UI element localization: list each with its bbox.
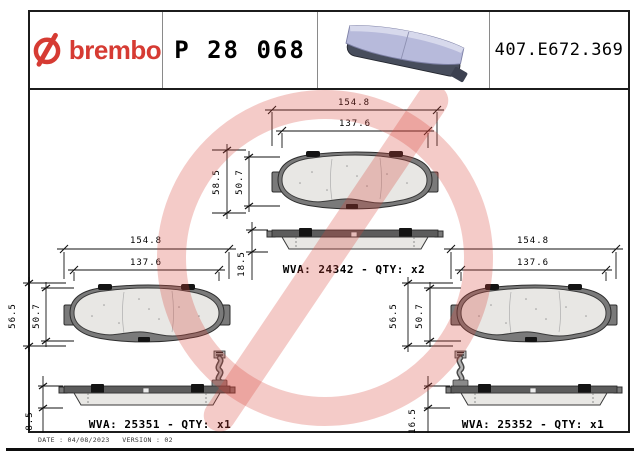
dim-text: 137.6	[339, 119, 371, 129]
drawing-top: 154.8 137.6 58.5	[212, 98, 444, 280]
dim-text: 56.5	[389, 303, 399, 329]
part-number-cell: P 28 068	[163, 12, 318, 88]
dim-overall-width: 154.8	[57, 236, 236, 279]
brake-pad-3d-icon	[345, 25, 467, 83]
dim-text: 50.7	[235, 169, 245, 195]
sheet-frame: brembo P 28 068 407.E672.369	[28, 10, 630, 433]
dim-overall-width: 154.8	[444, 236, 623, 279]
dim-thickness: 16.5	[408, 376, 450, 434]
wva-label: WVA: 25352 - QTY: x1	[462, 418, 604, 431]
dim-text: 50.7	[32, 303, 42, 329]
dim-pad-height: 50.7	[32, 282, 74, 347]
pad-profile-view	[445, 383, 623, 406]
dim-text: 154.8	[338, 98, 370, 108]
dim-text: 137.6	[517, 258, 549, 268]
dim-text: 18.5	[237, 251, 247, 277]
reference-cell: 407.E672.369	[490, 12, 628, 88]
dim-text: 16.5	[408, 408, 418, 434]
dim-thickness: 8.5	[25, 376, 63, 433]
dim-text: 154.8	[130, 236, 162, 246]
dim-overall-height: 58.5	[212, 144, 246, 219]
dim-overall-width: 154.8	[265, 98, 444, 146]
dim-overall-height: 56.5	[389, 277, 453, 352]
brand-wordmark: brembo	[68, 34, 162, 65]
pad-profile-view	[58, 383, 236, 406]
drawing-bottom-left: 154.8 137.6 56.5	[8, 236, 236, 433]
wva-label: WVA: 25351 - QTY: x1	[89, 418, 231, 431]
dim-pad-height: 50.7	[235, 151, 280, 212]
wear-sensor-icon	[212, 351, 227, 386]
dim-thickness: 18.5	[237, 222, 268, 280]
part-number: P 28 068	[174, 36, 306, 64]
pad-profile-view	[266, 227, 444, 250]
wva-label: WVA: 24342 - QTY: x2	[283, 263, 425, 276]
pad-photo-cell	[318, 12, 490, 88]
dim-text: 154.8	[517, 236, 549, 246]
brembo-logo-icon	[33, 32, 61, 67]
dim-text: 56.5	[8, 303, 18, 329]
dim-pad-height: 50.7	[415, 282, 461, 347]
dim-text: 58.5	[212, 169, 222, 195]
dim-friction-width: 137.6	[455, 258, 612, 281]
footer-rule	[6, 448, 634, 451]
reference-number: 407.E672.369	[494, 40, 624, 60]
pad-front-view	[450, 283, 618, 343]
dim-friction-width: 137.6	[68, 258, 225, 281]
dim-overall-height: 56.5	[8, 277, 66, 352]
wear-sensor-icon	[453, 351, 468, 386]
dim-text: 137.6	[130, 258, 162, 268]
drawing-bottom-right: 154.8 137.6 56.5	[389, 236, 623, 434]
dim-text: 8.5	[25, 411, 35, 430]
footer-date-line: DATE : 04/08/2023 VERSION : 02	[38, 436, 173, 444]
pad-front-view	[63, 283, 231, 343]
dim-friction-width: 137.6	[276, 119, 434, 148]
pad-front-view	[271, 150, 439, 210]
header: brembo P 28 068 407.E672.369	[30, 12, 628, 90]
brembo-logo: brembo	[30, 12, 163, 88]
dim-text: 50.7	[415, 303, 425, 329]
